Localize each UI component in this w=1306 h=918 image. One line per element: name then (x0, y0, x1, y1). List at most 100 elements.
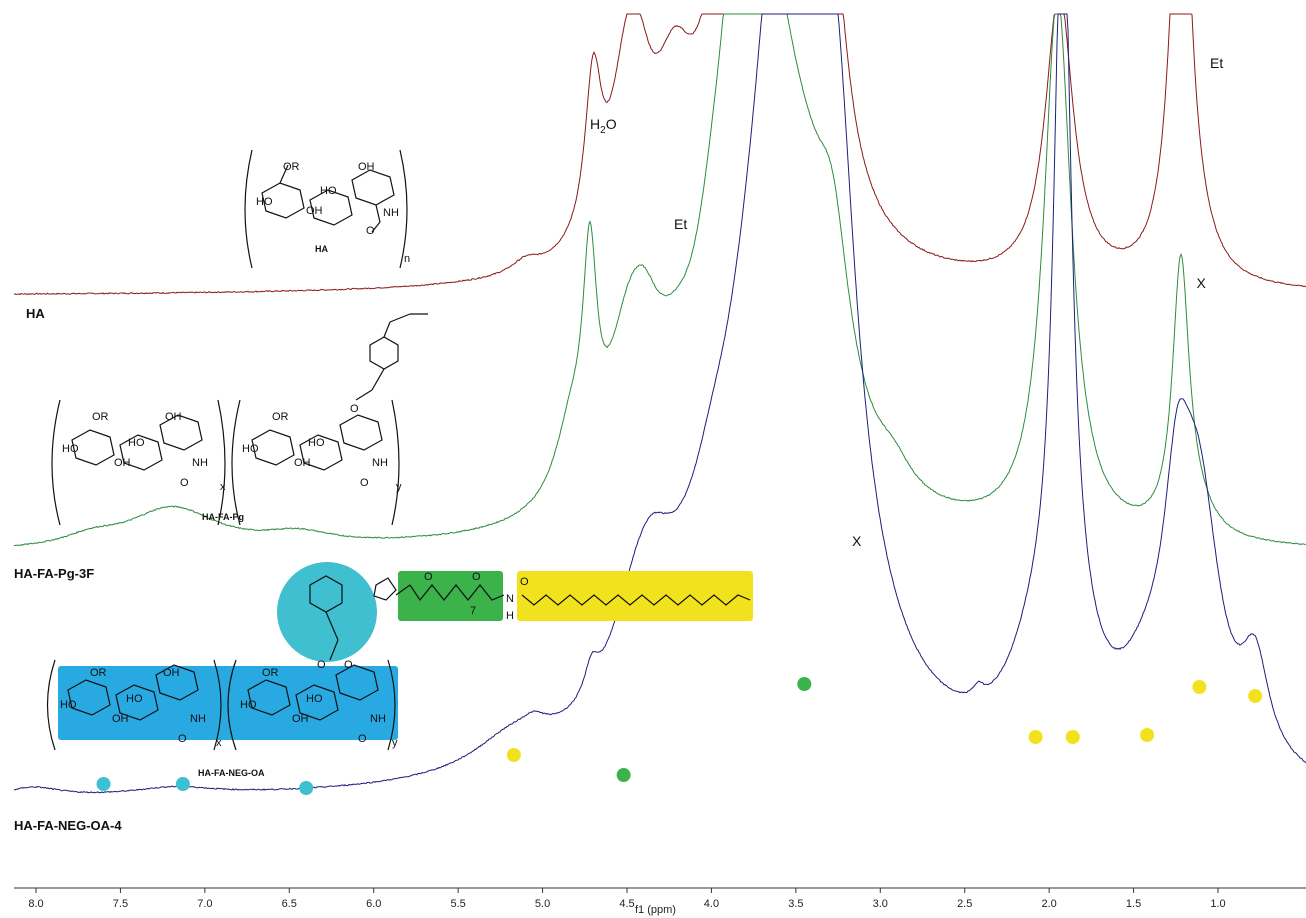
ha-fa-neg-oa-structure-name: HA-FA-NEG-OA (198, 768, 265, 778)
hafaneg-oh-text-2: OH (112, 713, 129, 725)
linker-o-text-3: O (520, 576, 529, 588)
hafaneg-ho-text-3: HO (240, 699, 257, 711)
ha-oh-text-2: OH (306, 205, 323, 217)
hafaneg-oh-text-3: OH (292, 713, 309, 725)
x-tick-label: 4.5 (619, 898, 634, 910)
ha-o-text: O (366, 225, 375, 237)
et-annotation-2: Et (1210, 55, 1224, 71)
assignment-dot (299, 781, 314, 795)
hafaneg-x-subscript: x (216, 737, 222, 749)
linker-o-text-1: O (424, 571, 433, 583)
oleyl-highlight (517, 571, 753, 621)
ha-nh-text: NH (383, 207, 399, 219)
ha-oh-text-1: OH (358, 161, 375, 173)
spectrum-label-ha-fa-pg-3f: HA-FA-Pg-3F (14, 566, 95, 581)
impurity-marker: X (852, 533, 862, 549)
hafapg-x-subscript: x (220, 481, 226, 493)
x-tick-label: 1.0 (1210, 898, 1225, 910)
hafaneg-y-subscript: y (392, 737, 398, 749)
x-tick-label: 8.0 (28, 898, 43, 910)
h2o-annotation: H2O (590, 116, 617, 136)
ha-structure-text: OR OH HO OH HO NH O n (256, 161, 410, 265)
assignment-dot (506, 748, 521, 762)
hafapg-oh-text-1: OH (165, 411, 182, 423)
hafapg-nh-text-2: NH (372, 457, 388, 469)
hafapg-ho-text-4: HO (308, 437, 325, 449)
hafapg-o-text-2: O (360, 477, 369, 489)
assignment-dot (1140, 728, 1155, 742)
ha-fa-neg-oa-bonds (46, 575, 751, 751)
assignment-dots (96, 677, 1263, 795)
linker-o-text-4: O (317, 659, 326, 671)
ha-or-text: OR (283, 161, 300, 173)
linker-7-subscript: 7 (470, 605, 476, 617)
peg-highlight (398, 571, 503, 621)
x-tick-label: 3.0 (873, 898, 888, 910)
hafapg-o-text-1: O (180, 477, 189, 489)
hafaneg-ho-text-2: HO (126, 693, 143, 705)
x-tick-label: 1.5 (1126, 898, 1141, 910)
hafaneg-o-text-1: O (178, 733, 187, 745)
assignment-dot (616, 768, 631, 782)
ha-ho-text-1: HO (256, 196, 273, 208)
linker-o-text-2: O (472, 571, 481, 583)
assignment-dot (1248, 689, 1263, 703)
hafaneg-o-text-3: O (344, 659, 353, 671)
hafapg-ho-text-3: HO (242, 443, 259, 455)
spectrum-trace-ha-fa-neg-oa-4 (13, 13, 1306, 794)
spectrum-label-ha-fa-neg-oa-4: HA-FA-NEG-OA-4 (14, 818, 122, 833)
x-tick-label: 7.0 (197, 898, 212, 910)
hafapg-or-text-1: OR (92, 411, 109, 423)
x-tick-label: 2.0 (1041, 898, 1056, 910)
ha-ho-text-2: HO (320, 185, 337, 197)
spectra-traces (13, 13, 1306, 794)
x-tick-label: 5.0 (535, 898, 550, 910)
hafaneg-o-text-2: O (358, 733, 367, 745)
ha-fa-pg-structure (51, 313, 428, 526)
assignment-dot (1065, 730, 1080, 744)
ha-fa-neg-oa-structure-text: OR OH HO OH HO NH O OR HO OH HO NH O O x… (60, 571, 529, 749)
hafaneg-oh-text-1: OH (163, 667, 180, 679)
x-axis-label: f1 (ppm) (635, 904, 676, 916)
hafapg-or-text-2: OR (272, 411, 289, 423)
x-axis: 8.0 7.5 7.0 6.5 6.0 5.5 5.0 4.5 4.0 3.5 3.0 2.5 2.0 1… (14, 887, 1306, 910)
assignment-dot (1192, 680, 1207, 694)
hafaneg-nh-text-2: NH (370, 713, 386, 725)
ha-structure (244, 149, 408, 269)
x-tick-label: 6.5 (282, 898, 297, 910)
hafapg-oh-text-3: OH (294, 457, 311, 469)
ha-fa-pg-structure-name: HA-FA-Pg (202, 512, 244, 522)
ha-n-subscript: n (404, 253, 410, 265)
ha-fa-pg-structure-text: OR OH HO OH HO NH O OR HO OH HO NH O O x… (62, 403, 402, 493)
x-tick-label: 7.5 (113, 898, 128, 910)
ha-structure-name: HA (315, 244, 328, 254)
impurity-marker: X (1196, 275, 1206, 291)
hafaneg-or-text-1: OR (90, 667, 107, 679)
assignment-dot (96, 777, 111, 791)
assignment-dot (175, 777, 190, 791)
impurity-markers: XX (852, 275, 1206, 549)
hafaneg-nh-text-1: NH (190, 713, 206, 725)
assignment-dot (1028, 730, 1043, 744)
x-tick-label: 2.5 (957, 898, 972, 910)
hafapg-ho-text-1: HO (62, 443, 79, 455)
assignment-dot (797, 677, 812, 691)
hafapg-o-text-3: O (350, 403, 359, 415)
hafaneg-ho-text-1: HO (60, 699, 77, 711)
hafapg-nh-text-1: NH (192, 457, 208, 469)
linker-h-text: H (506, 610, 514, 622)
hafapg-y-subscript: y (396, 481, 402, 493)
x-tick-label: 3.5 (788, 898, 803, 910)
spectrum-trace-ha-fa-pg-3f (13, 13, 1306, 547)
spectrum-label-ha: HA (26, 306, 45, 321)
x-tick-label: 6.0 (366, 898, 381, 910)
spectrum-trace-ha (13, 13, 1306, 296)
hafaneg-or-text-2: OR (262, 667, 279, 679)
x-tick-label: 4.0 (704, 898, 719, 910)
hafaneg-ho-text-4: HO (306, 693, 323, 705)
hafapg-ho-text-2: HO (128, 437, 145, 449)
linker-n-text: N (506, 593, 514, 605)
x-tick-label: 5.5 (450, 898, 465, 910)
et-annotation-1: Et (674, 216, 688, 232)
